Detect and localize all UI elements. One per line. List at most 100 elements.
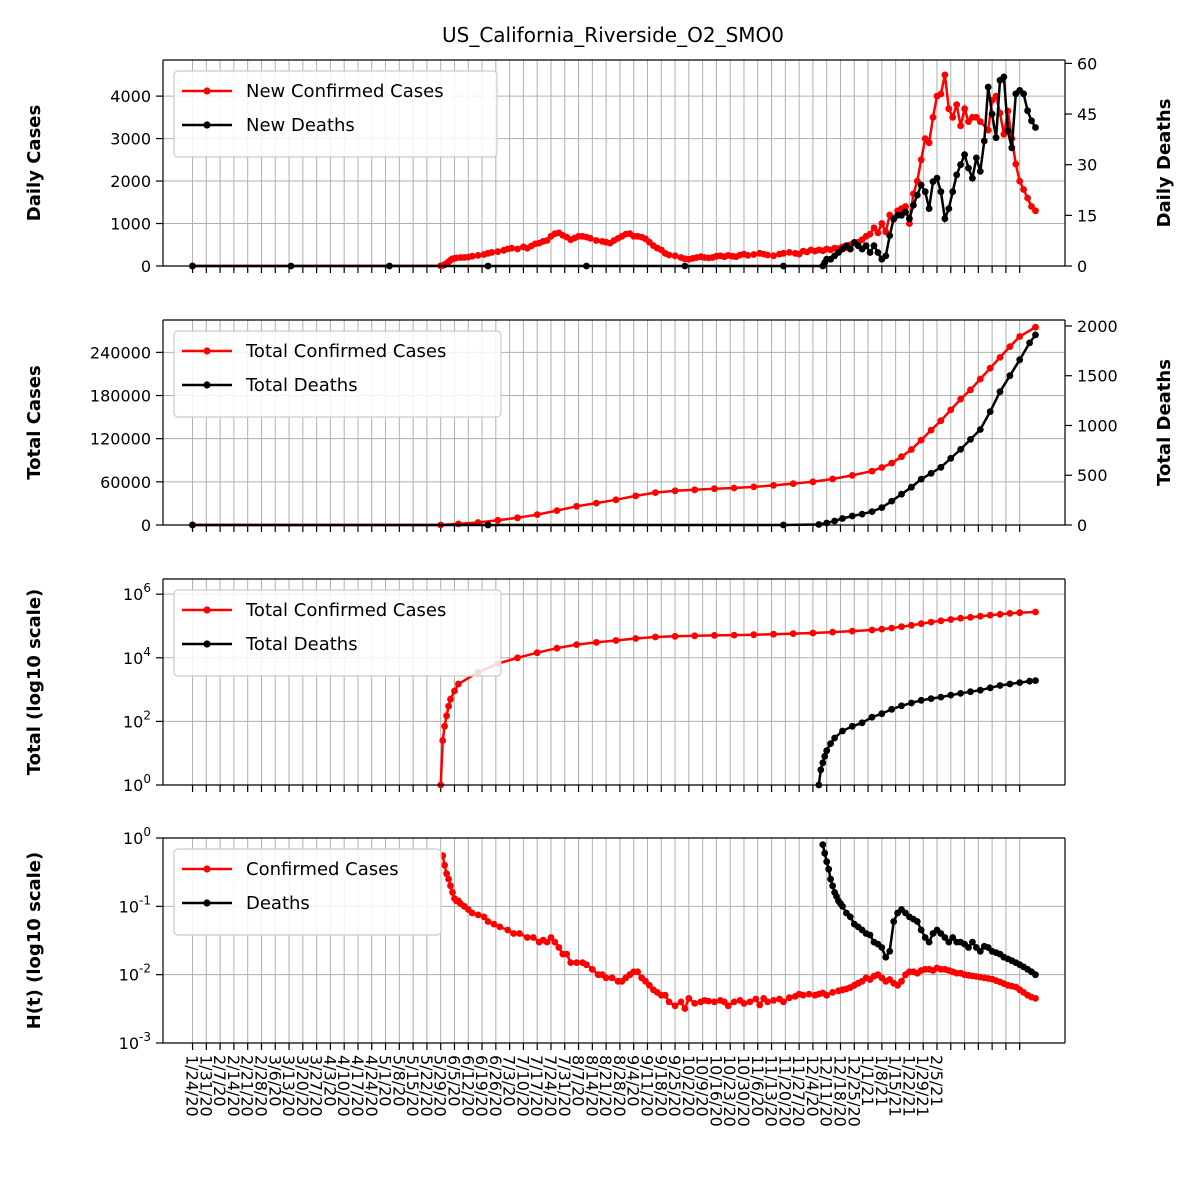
legend-marker (203, 606, 211, 614)
x-tick-label: 12/18/20 (831, 1055, 850, 1127)
series-log-total-confirmed-cases-point (888, 624, 896, 632)
x-tick-label: 11/13/20 (762, 1055, 781, 1127)
series-log-total-confirmed-cases-point (445, 702, 452, 710)
series-ht-confirmed-cases-point (671, 1002, 679, 1010)
series-log-total-confirmed-cases-point (976, 612, 984, 620)
series-log-total-deaths-point (839, 727, 846, 735)
series-total-deaths-point (957, 446, 964, 453)
y-tick-label: 102 (123, 708, 151, 731)
y-right-axis-title: Daily Deaths (1154, 99, 1175, 228)
x-tick-label: 9/11/20 (638, 1055, 657, 1117)
x-tick-label: 10/30/20 (734, 1055, 753, 1127)
series-log-total-confirmed-cases-point (917, 620, 925, 628)
series-new-confirmed-cases-point (874, 229, 882, 237)
series-log-total-confirmed-cases-point (770, 630, 777, 638)
series-total-confirmed-cases-point (868, 467, 876, 475)
series-ht-confirmed-cases-point (447, 882, 454, 890)
series-total-deaths-point (1026, 339, 1033, 347)
series-ht-confirmed-cases-point (681, 1005, 689, 1012)
x-tick-label: 6/5/20 (445, 1055, 464, 1107)
series-log-total-deaths-point (1026, 677, 1033, 685)
series-ht-confirmed-cases-point (443, 870, 450, 878)
series-log-total-confirmed-cases-point (553, 644, 561, 652)
series-total-deaths-point (927, 469, 935, 477)
x-tick-label: 7/10/20 (513, 1055, 532, 1117)
series-total-confirmed-cases-point (1016, 333, 1024, 340)
series-log-total-confirmed-cases-point (455, 680, 462, 688)
y-right-tick-label: 60 (1077, 54, 1097, 73)
series-total-confirmed-cases-point (1032, 323, 1039, 331)
series-new-confirmed-cases-point (508, 244, 515, 252)
y-tick-label: 180000 (90, 387, 151, 406)
series-total-confirmed-cases-point (957, 395, 964, 403)
legend-marker (203, 381, 211, 389)
series-log-total-confirmed-cases-point (809, 629, 817, 637)
series-ht-confirmed-cases-point (543, 938, 551, 946)
series-total-confirmed-cases-point (494, 516, 502, 524)
legend-label: Confirmed Cases (246, 859, 399, 880)
y-tick-label: 120000 (90, 430, 151, 449)
series-log-total-confirmed-cases-point (533, 649, 541, 657)
series-log-total-confirmed-cases-point (937, 617, 945, 625)
x-tick-label: 10/9/20 (693, 1055, 712, 1117)
y-right-tick-label: 15 (1077, 206, 1097, 225)
series-new-confirmed-cases-point (906, 220, 913, 227)
series-log-total-confirmed-cases-point (967, 613, 974, 621)
series-log-total-deaths-point (976, 686, 984, 694)
y-axis-title: H(t) (log10 scale) (24, 852, 45, 1030)
y-tick-label: 100 (123, 825, 151, 848)
series-ht-deaths-point (846, 913, 854, 921)
x-tick-label: 7/17/20 (527, 1055, 546, 1117)
series-total-confirmed-cases-point (898, 453, 905, 461)
series-total-confirmed-cases-point (711, 485, 718, 493)
series-new-deaths-point (1020, 90, 1027, 98)
series-new-confirmed-cases-point (965, 118, 972, 125)
x-tick-label: 8/21/20 (596, 1055, 615, 1117)
series-log-total-confirmed-cases-point (908, 621, 915, 629)
series-log-total-deaths-point (878, 710, 886, 718)
series-total-confirmed-cases-point (917, 436, 925, 444)
series-new-deaths-point (949, 188, 957, 196)
x-tick-label: 8/28/20 (610, 1055, 629, 1117)
series-log-total-deaths-point (947, 691, 955, 699)
y-axis-title: Total (log10 scale) (24, 589, 45, 776)
x-tick-label: 1/8/21 (872, 1055, 891, 1107)
series-new-deaths-point (862, 242, 870, 250)
series-total-confirmed-cases-point (533, 511, 541, 518)
series-total-deaths-point (947, 454, 955, 462)
series-total-confirmed-cases-point (691, 486, 699, 494)
series-ht-deaths-point (882, 953, 890, 961)
series-total-confirmed-cases-point (632, 492, 640, 500)
series-ht-deaths-point (823, 858, 831, 866)
series-new-confirmed-cases-point (937, 90, 945, 98)
series-total-deaths-point (1032, 331, 1039, 339)
series-ht-confirmed-cases-point (551, 938, 559, 946)
series-total-confirmed-cases-point (878, 464, 886, 471)
legend-box (173, 330, 502, 418)
series-log-total-deaths-point (831, 734, 838, 742)
series-ht-confirmed-cases-point (730, 998, 738, 1006)
series-new-confirmed-cases-point (671, 252, 679, 260)
series-new-deaths-point (980, 137, 988, 145)
series-new-confirmed-cases-point (984, 126, 992, 134)
panel-daily: 0 1000 2000 3000 4000 0 15 30 45 60 New Confirmed … (24, 54, 1175, 276)
series-total-deaths-point (878, 504, 886, 511)
series-new-deaths-point (1024, 107, 1031, 115)
series-new-confirmed-cases-point (925, 139, 933, 147)
series-ht-deaths-point (945, 938, 953, 946)
series-total-confirmed-cases-point (996, 354, 1004, 361)
x-tick-label: 12/25/20 (844, 1055, 863, 1127)
series-log-total-deaths-point (827, 740, 834, 747)
series-ht-confirmed-cases-point (665, 998, 673, 1006)
series-new-deaths-point (870, 242, 878, 250)
series-new-confirmed-cases-point (1016, 177, 1024, 185)
y-right-tick-label: 45 (1077, 105, 1097, 124)
series-total-confirmed-cases-point (809, 478, 817, 486)
y-tick-label: 100 (123, 772, 151, 795)
legend-label: Total Confirmed Cases (245, 600, 446, 621)
series-new-deaths-point (965, 164, 972, 172)
series-log-total-confirmed-cases-point (996, 610, 1004, 618)
series-log-total-confirmed-cases-point (947, 616, 955, 623)
series-log-total-confirmed-cases-point (451, 687, 458, 695)
